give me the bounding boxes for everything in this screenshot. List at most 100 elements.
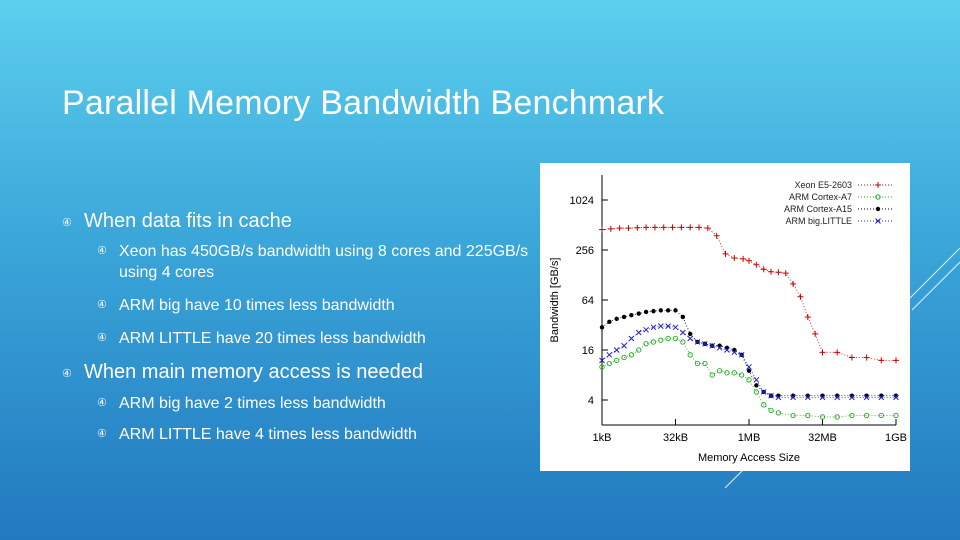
data-point xyxy=(878,412,884,419)
x-tick-label: 32MB xyxy=(808,432,837,444)
x-tick-label: 32kB xyxy=(663,432,688,444)
bullet-level2: ④ ARM LITTLE have 4 times less bandwidth xyxy=(62,424,532,445)
series-line xyxy=(601,309,896,397)
data-point xyxy=(790,412,796,419)
legend-label: ARM Cortex-A15 xyxy=(784,204,852,214)
data-point xyxy=(621,354,627,361)
data-point xyxy=(665,323,672,329)
data-point xyxy=(834,394,841,401)
data-point xyxy=(636,311,641,316)
data-point xyxy=(607,225,614,232)
data-point xyxy=(599,226,605,233)
data-point xyxy=(753,261,760,268)
data-point xyxy=(746,364,752,370)
data-point xyxy=(716,344,723,351)
data-point xyxy=(643,341,649,347)
circled-arrow-icon: ④ xyxy=(62,368,72,380)
bandwidth-chart: 4 16 64 256 1024 1kB 32kB 1MB 32MB 1GB Memory Acce… xyxy=(540,163,910,471)
data-point xyxy=(688,331,693,337)
bullet-text: ARM LITTLE have 4 times less bandwidth xyxy=(119,426,417,443)
slide-title: Parallel Memory Bandwidth Benchmark xyxy=(62,84,665,122)
data-point xyxy=(704,225,711,232)
data-point xyxy=(878,394,885,401)
data-point xyxy=(702,340,708,347)
legend-marker xyxy=(875,218,881,224)
data-point xyxy=(709,372,715,378)
data-point xyxy=(606,360,613,367)
legend-label: ARM big.LITTLE xyxy=(785,216,852,226)
data-point xyxy=(625,225,632,232)
data-point xyxy=(805,412,811,419)
data-point xyxy=(658,337,664,343)
data-point xyxy=(819,394,826,401)
data-point xyxy=(863,354,870,361)
bullet-text: Xeon has 450GB/s bandwidth using 8 cores… xyxy=(119,243,529,281)
series-line xyxy=(601,325,896,398)
data-point xyxy=(753,389,760,395)
series-line xyxy=(601,226,896,361)
data-point xyxy=(665,308,671,313)
bullet-text: When main memory access is needed xyxy=(84,361,424,383)
data-point xyxy=(643,224,650,231)
data-point xyxy=(687,224,694,231)
data-point xyxy=(694,360,701,367)
data-point xyxy=(834,349,841,356)
data-point xyxy=(678,224,685,231)
data-point xyxy=(629,312,634,318)
bullet-level2: ④ ARM LITTLE have 20 times less bandwidt… xyxy=(62,328,532,349)
data-point xyxy=(893,412,899,419)
x-tick-label: 1MB xyxy=(738,432,761,444)
data-point xyxy=(635,329,642,336)
data-point xyxy=(768,407,774,414)
legend-label: Xeon E5-2603 xyxy=(794,180,852,190)
series-line xyxy=(601,338,896,418)
x-axis-label: Memory Access Size xyxy=(698,452,800,464)
data-point xyxy=(687,335,694,342)
y-tick-label: 1024 xyxy=(570,195,594,207)
data-point xyxy=(651,224,658,231)
data-point xyxy=(804,313,811,320)
data-point xyxy=(819,414,826,420)
y-tick-label: 256 xyxy=(576,245,594,257)
data-point xyxy=(863,394,870,401)
data-point xyxy=(760,389,767,395)
x-tick-label: 1kB xyxy=(593,432,612,444)
data-point xyxy=(709,342,716,349)
data-point xyxy=(834,414,840,420)
data-point xyxy=(636,347,642,353)
data-point xyxy=(599,325,605,330)
data-point xyxy=(657,323,664,329)
data-point xyxy=(849,412,855,419)
data-point xyxy=(643,309,649,315)
data-point xyxy=(614,316,619,322)
data-point xyxy=(761,402,767,408)
data-point xyxy=(731,349,738,356)
data-point xyxy=(738,372,745,378)
data-point xyxy=(651,308,656,314)
bullet-text: When data fits in cache xyxy=(84,210,292,232)
data-point xyxy=(669,224,676,231)
bullet-list: ④ When data fits in cache ④ Xeon has 450… xyxy=(62,208,532,445)
circled-arrow-icon: ④ xyxy=(62,217,72,229)
x-tick-label: 1GB xyxy=(885,432,907,444)
data-point xyxy=(731,370,737,376)
bullet-level2: ④ Xeon has 450GB/s bandwidth using 8 cor… xyxy=(62,241,532,283)
data-point xyxy=(863,412,870,419)
legend-marker xyxy=(875,182,881,188)
data-point xyxy=(812,330,819,337)
data-point xyxy=(621,314,627,320)
data-point xyxy=(740,255,747,262)
circled-arrow-icon: ④ xyxy=(97,299,107,311)
y-tick-label: 4 xyxy=(588,395,594,407)
data-point xyxy=(616,225,623,232)
data-point xyxy=(782,270,789,277)
data-point xyxy=(797,293,804,300)
bullet-level1: ④ When data fits in cache xyxy=(62,208,532,234)
bullet-text: ARM big have 10 times less bandwidth xyxy=(119,297,395,314)
data-point xyxy=(628,352,635,358)
data-point xyxy=(768,268,775,275)
data-point xyxy=(754,383,759,388)
data-point xyxy=(672,324,679,331)
data-point xyxy=(713,232,720,239)
y-tick-label: 16 xyxy=(582,345,594,357)
